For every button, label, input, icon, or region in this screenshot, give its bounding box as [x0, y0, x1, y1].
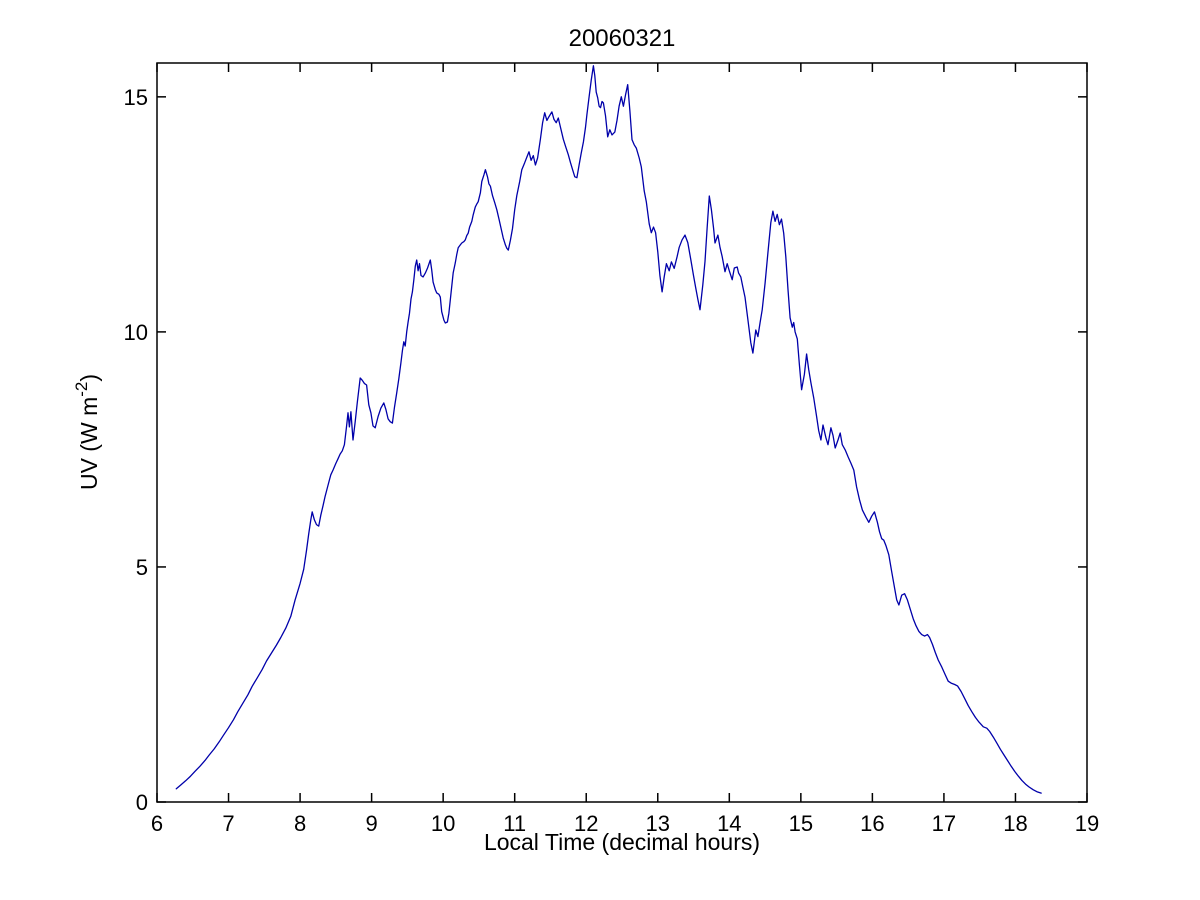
x-tick-label: 17 — [932, 811, 956, 836]
x-tick-label: 9 — [365, 811, 377, 836]
y-axis-label-superscript: -2 — [72, 382, 91, 397]
y-axis-label: UV (W m-2) — [72, 374, 102, 490]
x-axis-tick-labels: 6 7 8 9 10 11 12 13 14 15 16 17 18 19 — [151, 811, 1099, 836]
x-tick-label: 10 — [431, 811, 455, 836]
x-tick-label: 18 — [1003, 811, 1027, 836]
axis-tick-marks — [156, 63, 1088, 803]
y-axis-label-pre: UV (W m — [76, 397, 102, 490]
x-axis-label: Local Time (decimal hours) — [484, 829, 760, 855]
axes-box — [156, 62, 1088, 803]
x-tick-label: 16 — [860, 811, 884, 836]
x-tick-label: 15 — [789, 811, 813, 836]
plot-title: 20060321 — [569, 25, 676, 52]
x-tick-label: 7 — [222, 811, 234, 836]
x-tick-label: 6 — [151, 811, 163, 836]
y-tick-label: 10 — [124, 320, 148, 345]
y-axis-label-post: ) — [76, 374, 102, 382]
y-tick-label: 5 — [136, 555, 148, 580]
uv-series-line — [175, 65, 1042, 794]
x-tick-label: 13 — [646, 811, 670, 836]
y-tick-label: 15 — [124, 85, 148, 110]
y-axis-tick-labels: 0 5 10 15 — [124, 85, 148, 815]
x-tick-label: 12 — [574, 811, 598, 836]
y-tick-label: 0 — [136, 790, 148, 815]
x-tick-label: 19 — [1075, 811, 1099, 836]
x-tick-label: 8 — [294, 811, 306, 836]
x-tick-label: 11 — [503, 811, 526, 836]
x-tick-label: 14 — [717, 811, 741, 836]
